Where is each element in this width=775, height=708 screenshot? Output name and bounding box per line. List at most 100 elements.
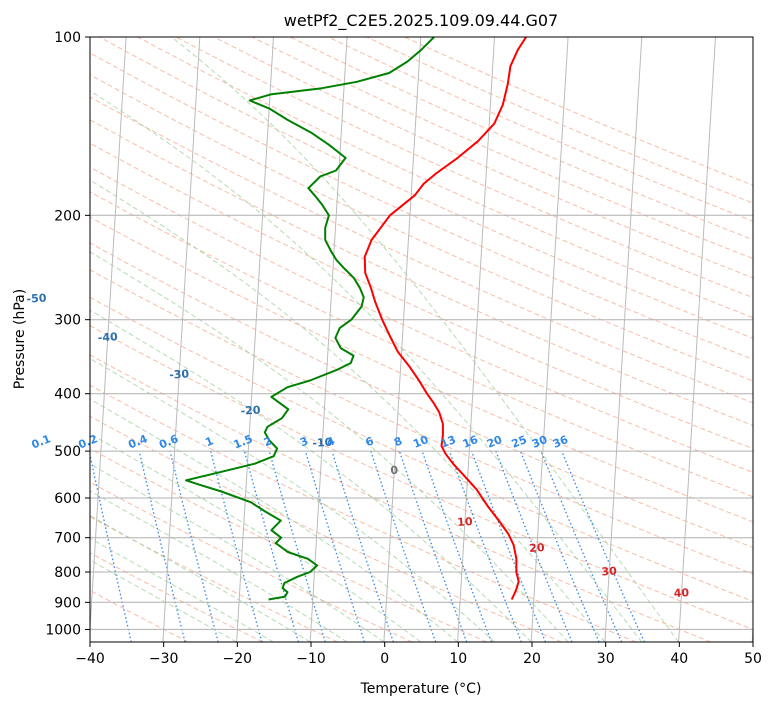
dewpoint-profile: [185, 37, 435, 601]
mixing-ratio-label: 16: [461, 433, 480, 451]
mixing-ratio-line: [268, 450, 326, 642]
y-tick-label: 800: [54, 565, 81, 581]
isotherm-line: [751, 620, 753, 642]
x-tick-label: 50: [744, 651, 762, 667]
y-tick-label: 500: [54, 444, 81, 460]
mixing-ratio-line: [495, 450, 573, 642]
dry-adiabat: [99, 37, 753, 339]
y-tick-label: 700: [54, 531, 81, 547]
x-tick-label: 0: [380, 651, 389, 667]
x-tick-label: −10: [296, 651, 326, 667]
y-tick-label: 600: [54, 491, 81, 507]
y-axis-label: Pressure (hPa): [12, 289, 28, 389]
x-tick-label: 20: [523, 651, 541, 667]
mixing-ratio-label: 1.5: [232, 432, 255, 451]
moist-adiabat: [90, 537, 274, 642]
dry-adiabat: [90, 74, 753, 382]
moist-adiabat: [90, 309, 532, 642]
mixing-ratio-line: [210, 450, 263, 642]
isotherm-label: 0: [390, 464, 399, 477]
dry-adiabat: [90, 325, 753, 630]
mixing-ratio-label: 25: [510, 433, 529, 451]
x-tick-label: 10: [449, 651, 467, 667]
mixing-ratio-line: [243, 450, 300, 642]
y-tick-label: 200: [54, 208, 81, 224]
mixing-ratio-line: [519, 450, 600, 642]
moist-adiabat: [90, 559, 237, 642]
mixing-ratio-label: 20: [485, 433, 504, 451]
mixing-ratio-label: 1: [203, 434, 215, 449]
series-layer: [185, 37, 527, 601]
isotherm-label: -50: [26, 291, 47, 305]
moist-adiabat: [90, 398, 458, 642]
isotherm-label: 30: [601, 565, 617, 579]
isotherm-label: 40: [673, 586, 689, 600]
x-tick-label: 40: [670, 651, 688, 667]
dry-adiabat: [213, 37, 753, 279]
mixing-ratio-label: 36: [551, 433, 570, 451]
isotherm-label: -10: [312, 436, 333, 450]
isotherm-lines: [90, 37, 753, 642]
mixing-ratio-label: 3: [298, 434, 310, 449]
y-tick-label: 300: [54, 313, 81, 329]
moist-adiabat: [90, 251, 569, 642]
mixing-ratio-label: 13: [439, 433, 458, 451]
mixing-ratio-label: 0.1: [30, 432, 53, 451]
isotherm-label: 10: [457, 515, 473, 529]
moist-adiabat: [90, 490, 348, 642]
isotherm-label: -30: [169, 367, 190, 381]
dry-adiabat: [175, 37, 753, 299]
y-tick-label: 100: [54, 30, 81, 46]
isotherm-label: -20: [240, 403, 261, 417]
y-tick-label: 900: [54, 595, 81, 611]
isotherm-line: [604, 37, 643, 642]
dry-adiabat: [404, 37, 753, 186]
mixing-ratio-line: [304, 450, 366, 642]
dry-adiabat: [90, 415, 562, 642]
isotherm-line: [309, 37, 348, 642]
mixing-ratio-line: [90, 451, 132, 642]
dry-adiabat: [90, 96, 753, 404]
mixing-ratio-label: 6: [364, 434, 376, 449]
dry-adiabat: [90, 481, 413, 642]
dry-adiabat: [328, 37, 753, 222]
moist-adiabat: [171, 37, 679, 642]
mixing-ratio-line: [561, 450, 645, 642]
isotherm-line: [236, 37, 274, 642]
x-axis-label: Temperature (°C): [360, 681, 482, 697]
mixing-ratio-line: [169, 450, 219, 642]
isotherm-line: [678, 37, 716, 642]
dry-adiabat: [90, 242, 753, 549]
mixing-ratio-label: 0.6: [157, 432, 180, 451]
x-tick-label: −30: [149, 651, 179, 667]
dry-adiabat: [90, 52, 753, 360]
chart-title: wetPf2_C2E5.2025.109.09.44.G07: [284, 11, 558, 31]
moist-adiabat: [90, 90, 643, 642]
moist-adiabat: [90, 179, 606, 642]
dry-adiabat: [90, 216, 753, 523]
mixing-ratio-line: [370, 450, 437, 642]
isotherm-label: -40: [97, 330, 118, 344]
dry-adiabat: [137, 37, 753, 319]
mixing-ratio-line: [421, 450, 493, 642]
pressure-gridlines: [90, 37, 753, 630]
isotherm-line: [530, 37, 569, 642]
dry-adiabat: [90, 191, 753, 498]
x-tick-label: 30: [597, 651, 615, 667]
moist-adiabat: [90, 463, 385, 642]
isotherm-line: [162, 37, 201, 642]
dry-adiabat: [90, 354, 712, 642]
plot-frame: [89, 36, 754, 643]
mixing-ratio-label: 30: [530, 433, 549, 451]
mixing-ratio-line: [138, 450, 186, 642]
dry-adiabat: [90, 552, 263, 642]
mixing-ratio-line: [540, 450, 623, 642]
mixing-ratio-label: 0.4: [126, 432, 149, 451]
temperature-profile: [363, 37, 527, 600]
mixing-ratio-line: [470, 450, 547, 642]
mixing-ratio-label: 2: [262, 434, 274, 449]
isotherm-line: [90, 37, 127, 638]
mixing-ratio-label: 8: [392, 434, 404, 449]
mixing-ratio-line: [398, 450, 468, 642]
